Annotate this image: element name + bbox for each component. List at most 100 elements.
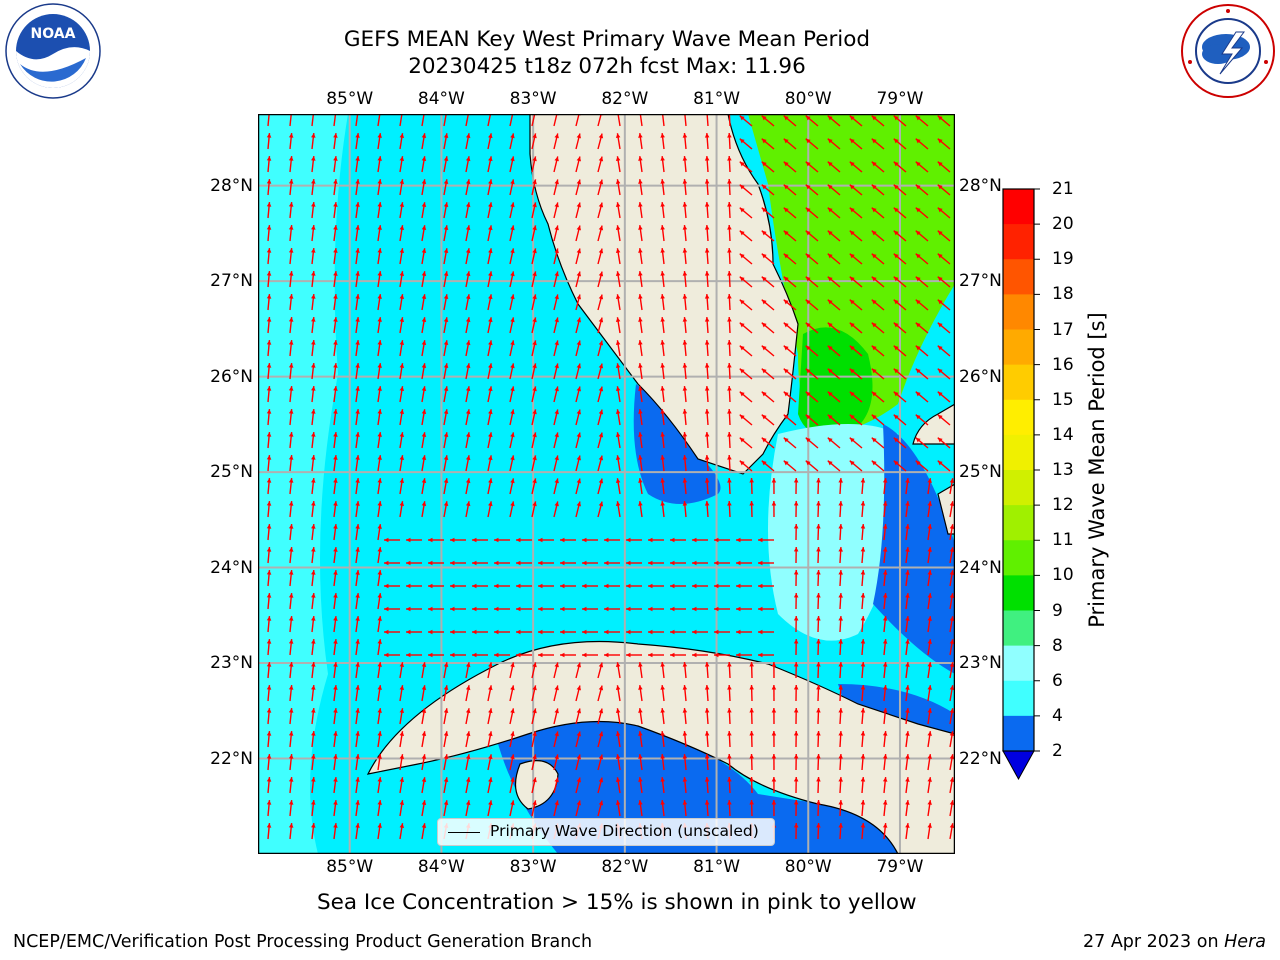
- wave-direction-arrow: [311, 409, 316, 426]
- wave-direction-arrow: [333, 179, 338, 196]
- wave-direction-arrow: [739, 161, 753, 173]
- wave-direction-arrow: [355, 501, 360, 518]
- wave-direction-arrow: [553, 754, 559, 771]
- wave-direction-arrow: [838, 753, 843, 771]
- wave-direction-arrow: [538, 606, 554, 612]
- wave-direction-arrow: [399, 823, 405, 840]
- field-blue-florida-bay: [633, 384, 721, 504]
- wave-direction-arrow: [516, 629, 532, 635]
- wave-direction-arrow: [333, 340, 338, 357]
- wave-direction-arrow: [893, 414, 907, 426]
- lon-tick-label-top: 81°W: [693, 89, 741, 109]
- wave-direction-arrow: [638, 409, 643, 426]
- wave-direction-arrow: [465, 133, 471, 150]
- wave-direction-arrow: [783, 184, 797, 196]
- colorbar-tick-label: 18: [1052, 284, 1074, 305]
- wave-direction-arrow: [793, 592, 799, 610]
- wave-direction-arrow: [487, 133, 493, 150]
- wave-direction-arrow: [560, 606, 576, 612]
- wave-direction-arrow: [949, 708, 955, 725]
- wave-direction-arrow: [727, 247, 732, 265]
- colorbar-segment: [1003, 399, 1034, 436]
- wave-direction-arrow: [660, 386, 665, 403]
- wave-direction-arrow: [626, 629, 642, 635]
- wave-direction-arrow: [509, 271, 515, 288]
- wave-direction-arrow: [727, 385, 732, 403]
- wave-direction-arrow: [638, 455, 643, 472]
- wave-direction-arrow: [682, 708, 688, 725]
- wave-direction-arrow: [355, 225, 360, 242]
- wave-direction-arrow: [355, 478, 360, 495]
- wave-direction-arrow: [949, 685, 955, 702]
- wave-direction-arrow: [421, 248, 427, 265]
- wave-direction-arrow: [739, 276, 753, 288]
- wave-direction-arrow: [288, 708, 294, 725]
- wave-direction-arrow: [487, 478, 493, 495]
- wave-direction-arrow: [266, 294, 272, 311]
- colorbar-segment: [1003, 434, 1034, 471]
- colorbar-segment: [1003, 680, 1034, 717]
- wave-direction-arrow: [311, 570, 316, 587]
- wave-direction-arrow: [509, 501, 515, 518]
- wave-direction-arrow: [421, 823, 427, 840]
- wave-direction-arrow: [604, 652, 620, 658]
- wave-direction-arrow: [516, 606, 532, 612]
- wave-direction-arrow: [860, 615, 866, 633]
- wave-direction-arrow: [597, 708, 604, 725]
- wave-direction-arrow: [531, 432, 537, 449]
- wave-direction-arrow: [575, 363, 582, 380]
- wave-direction-arrow: [428, 606, 444, 612]
- wave-direction-arrow: [761, 138, 775, 150]
- wave-direction-arrow: [761, 230, 775, 242]
- wave-direction-arrow: [749, 776, 754, 794]
- wave-direction-arrow: [626, 537, 642, 543]
- map-legend: Primary Wave Direction (unscaled): [437, 818, 775, 846]
- wave-direction-arrow: [905, 800, 910, 817]
- wave-direction-arrow: [727, 270, 732, 288]
- wave-direction-arrow: [597, 317, 604, 334]
- wave-direction-arrow: [761, 161, 775, 173]
- wave-direction-arrow: [399, 317, 405, 334]
- wave-direction-arrow: [597, 409, 604, 426]
- wave-direction-arrow: [406, 606, 422, 612]
- wave-direction-arrow: [682, 478, 688, 495]
- wave-direction-arrow: [927, 777, 932, 794]
- wave-direction-arrow: [871, 161, 885, 173]
- wave-direction-arrow: [597, 340, 604, 357]
- wave-direction-arrow: [816, 592, 821, 610]
- wave-direction-arrow: [333, 800, 338, 817]
- wave-direction-arrow: [487, 248, 493, 265]
- wave-direction-arrow: [399, 386, 405, 403]
- wave-direction-arrow: [399, 662, 405, 679]
- wave-direction-arrow: [377, 317, 382, 334]
- wave-direction-arrow: [399, 363, 405, 380]
- wave-direction-arrow: [783, 437, 797, 449]
- wave-direction-arrow: [849, 345, 863, 357]
- lat-tick-label-left: 25°N: [210, 462, 253, 483]
- chart-title: GEFS MEAN Key West Primary Wave Mean Per…: [343, 27, 871, 52]
- wave-direction-arrow: [727, 316, 732, 334]
- wave-direction-arrow: [465, 340, 471, 357]
- wave-direction-arrow: [615, 133, 621, 150]
- wave-direction-arrow: [333, 202, 338, 219]
- wave-direction-arrow: [465, 777, 471, 794]
- wave-direction-arrow: [704, 776, 710, 794]
- colorbar-segment: [1003, 715, 1034, 751]
- wave-direction-arrow: [805, 115, 819, 127]
- lon-tick-label-bottom: 80°W: [784, 857, 832, 877]
- wave-direction-arrow: [704, 362, 710, 380]
- wave-direction-arrow: [727, 500, 732, 518]
- wave-direction-arrow: [465, 317, 471, 334]
- wave-direction-arrow: [704, 730, 710, 748]
- wave-direction-arrow: [487, 202, 493, 219]
- wave-direction-arrow: [871, 276, 885, 288]
- wave-direction-arrow: [487, 294, 493, 311]
- wave-direction-arrow: [377, 731, 382, 748]
- wave-direction-arrow: [805, 276, 819, 288]
- map-frame: [258, 114, 955, 854]
- wave-direction-arrow: [660, 340, 665, 357]
- wave-direction-arrow: [727, 178, 732, 196]
- colorbar-tick-label: 10: [1052, 565, 1074, 586]
- wave-direction-arrow: [582, 629, 598, 635]
- wave-direction-arrow: [355, 639, 360, 656]
